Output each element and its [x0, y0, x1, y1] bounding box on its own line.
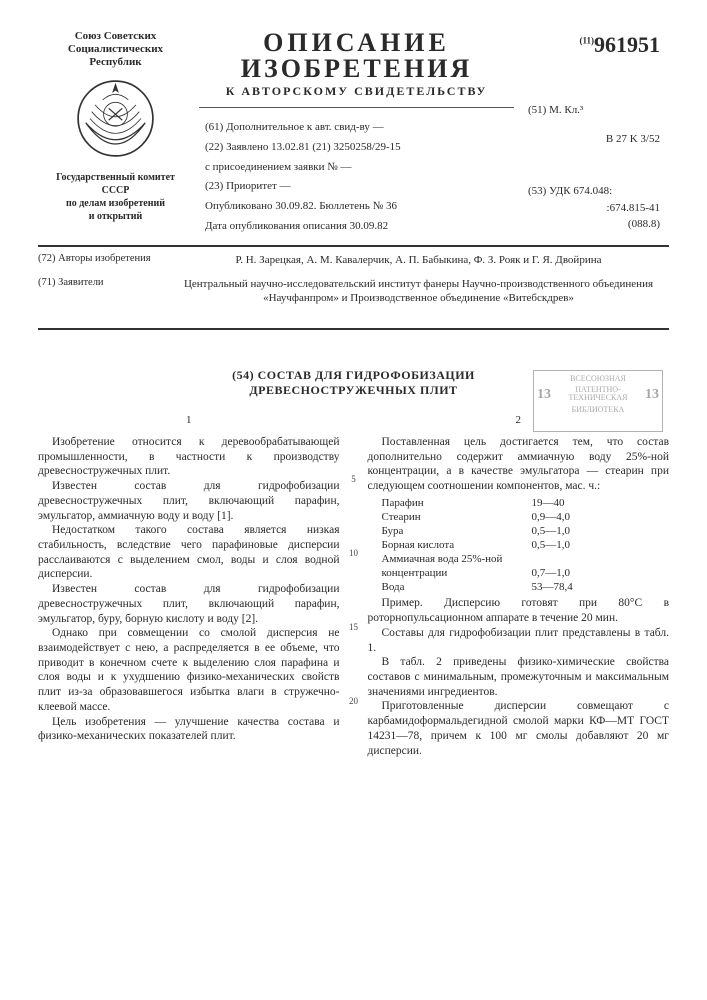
c2-p5: Приготовленные дисперсии совмещают с кар…	[368, 699, 670, 758]
ingredient-row: концентрации0,7—1,0	[382, 566, 670, 580]
field-51-val: B 27 K 3/52	[528, 131, 660, 148]
ingredient-name: Бура	[382, 524, 532, 538]
pub-prefix: (11)	[580, 36, 595, 46]
c1-p2: Известен состав для гидрофобизации древе…	[38, 479, 340, 523]
column-2: 2 Поставленная цель достигается тем, что…	[368, 413, 670, 758]
field-53-v2: (088.8)	[528, 216, 660, 233]
ingredient-row: Парафин19—40	[382, 496, 670, 510]
ingredient-row: Бура0,5—1,0	[382, 524, 670, 538]
ingredient-name: концентрации	[382, 566, 532, 580]
line-20: 20	[346, 696, 362, 708]
issuer: Союз Советских Социалистических Республи…	[38, 30, 193, 70]
gutter: 5 10 15 20	[346, 413, 362, 758]
colnum-1: 1	[38, 413, 340, 427]
ingredient-value: 0,9—4,0	[532, 510, 602, 524]
c1-p3: Недостатком такого состава является низк…	[38, 523, 340, 582]
stamp-l4: БИБЛИОТЕКА	[537, 405, 659, 415]
line-5: 5	[346, 474, 362, 486]
authors: Р. Н. Зарецкая, А. М. Кавалерчик, А. П. …	[168, 253, 669, 267]
ingredient-row: Аммиачная вода 25%-ной	[382, 552, 670, 566]
applicants: Центральный научно-исследовательский инс…	[168, 277, 669, 306]
field-join: с присоединением заявки № —	[205, 158, 514, 178]
ingredient-name: Борная кислота	[382, 538, 532, 552]
field-22: (22) Заявлено 13.02.81 (21) 3250258/29-1…	[205, 138, 514, 158]
ingredient-name: Парафин	[382, 496, 532, 510]
committee-l3: по делам изобретений	[40, 197, 191, 210]
stamp-n1: 13	[537, 386, 551, 404]
biblio-middle: (61) Дополнительное к авт. свид-ву — (22…	[199, 116, 514, 239]
field-71-label: (71) Заявители	[38, 277, 158, 306]
heading-l2: ИЗОБРЕТЕНИЯ	[199, 56, 514, 82]
line-10: 10	[346, 548, 362, 560]
state-emblem-icon	[73, 76, 158, 161]
pub-num: 961951	[594, 32, 660, 57]
field-published: Опубликовано 30.09.82. Бюллетень № 36	[205, 197, 514, 217]
issuer-l3: Республик	[38, 56, 193, 69]
c2-p2: Пример. Дисперсию готовят при 80°С в рот…	[368, 596, 670, 625]
stamp-l1: ВСЕСОЮЗНАЯ	[537, 374, 659, 384]
c2-p1: Поставленная цель достигается тем, что с…	[368, 435, 670, 494]
ingredient-value: 0,5—1,0	[532, 524, 602, 538]
line-15: 15	[346, 622, 362, 634]
ingredient-value: 53—78,4	[532, 580, 602, 594]
committee-l1: Государственный комитет	[40, 171, 191, 184]
ingredient-row: Стеарин0,9—4,0	[382, 510, 670, 524]
column-1: 1 Изобретение относится к деревообрабаты…	[38, 413, 340, 758]
committee-l4: и открытий	[40, 210, 191, 223]
ingredient-name: Аммиачная вода 25%-ной	[382, 552, 532, 566]
field-pubdate: Дата опубликования описания 30.09.82	[205, 217, 514, 237]
biblio-right: (51) М. Кл.³ B 27 K 3/52 (53) УДК 674.04…	[520, 102, 660, 233]
ingredient-name: Вода	[382, 580, 532, 594]
ingredient-row: Борная кислота0,5—1,0	[382, 538, 670, 552]
c1-p6: Цель изобретения — улучшение качества со…	[38, 715, 340, 744]
committee-l2: СССР	[40, 184, 191, 197]
field-53-label: (53) УДК 674.048:	[528, 183, 660, 200]
ingredient-value: 19—40	[532, 496, 602, 510]
issuer-l2: Социалистических	[38, 43, 193, 56]
field-51-label: (51) М. Кл.³	[528, 102, 660, 119]
c1-p4: Известен состав для гидрофобизации древе…	[38, 582, 340, 626]
heading-l1: ОПИСАНИЕ	[199, 30, 514, 56]
heading-sub: К АВТОРСКОМУ СВИДЕТЕЛЬСТВУ	[199, 84, 514, 99]
field-23: (23) Приоритет —	[205, 177, 514, 197]
ingredient-value: 0,7—1,0	[532, 566, 602, 580]
c2-p3: Составы для гидрофобизации плит представ…	[368, 626, 670, 655]
field-61: (61) Дополнительное к авт. свид-ву —	[205, 118, 514, 138]
c1-p5: Однако при совмещении со смолой дисперси…	[38, 626, 340, 714]
library-stamp: ВСЕСОЮЗНАЯ 13 ПАТЕНТНО- ТЕХНИЧЕСКАЯ 13 Б…	[533, 370, 663, 432]
doc-kind-heading: ОПИСАНИЕ ИЗОБРЕТЕНИЯ К АВТОРСКОМУ СВИДЕТ…	[199, 30, 514, 99]
c2-p4: В табл. 2 приведены физико-химические св…	[368, 655, 670, 699]
field-53-v1: :674.815-41	[528, 200, 660, 217]
ingredient-value	[532, 552, 602, 566]
ingredient-name: Стеарин	[382, 510, 532, 524]
publication-number: (11)961951	[520, 32, 660, 58]
field-72-label: (72) Авторы изобретения	[38, 253, 158, 267]
ingredient-row: Вода53—78,4	[382, 580, 670, 594]
stamp-n2: 13	[645, 386, 659, 404]
c1-p1: Изобретение относится к деревообрабатыва…	[38, 435, 340, 479]
issuer-l1: Союз Советских	[38, 30, 193, 43]
ingredient-value: 0,5—1,0	[532, 538, 602, 552]
ingredients-table: Парафин19—40Стеарин0,9—4,0Бура0,5—1,0Бор…	[382, 496, 670, 595]
committee: Государственный комитет СССР по делам из…	[38, 171, 193, 223]
